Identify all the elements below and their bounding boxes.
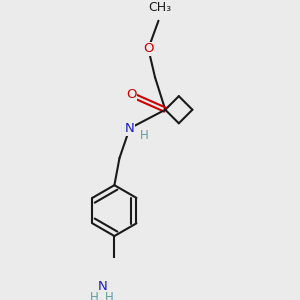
- Text: O: O: [126, 88, 136, 101]
- Text: N: N: [125, 122, 134, 135]
- Text: CH₃: CH₃: [148, 1, 172, 14]
- Text: H: H: [90, 291, 98, 300]
- Text: H: H: [105, 291, 114, 300]
- Text: H: H: [140, 129, 148, 142]
- Text: N: N: [98, 280, 107, 293]
- Text: O: O: [143, 42, 154, 55]
